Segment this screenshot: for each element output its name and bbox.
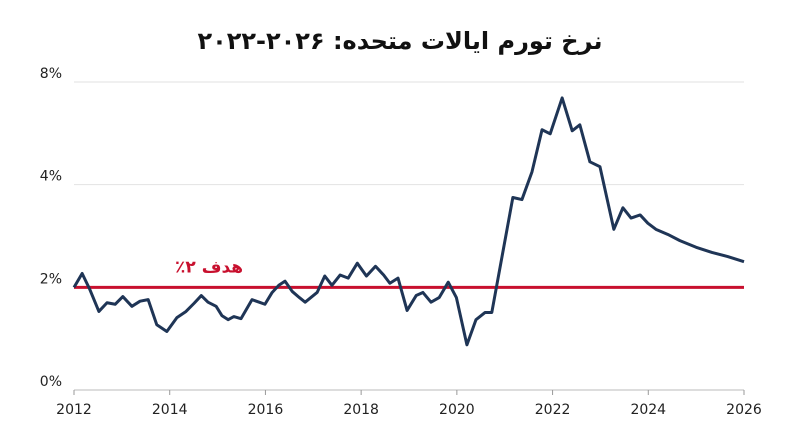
series-line <box>72 96 745 347</box>
target-label: هدف ۲٪ <box>175 257 243 277</box>
x-tick-label: 2020 <box>439 402 475 418</box>
x-tick-label: 2016 <box>248 402 284 418</box>
y-tick-label: 2% <box>40 271 62 287</box>
y-tick-label: 4% <box>40 169 62 185</box>
x-tick-label: 2024 <box>630 402 666 418</box>
chart-title: نرخ تورم ایالات متحده: ۲۰۲۶-۲۰۲۲ <box>197 27 602 55</box>
y-tick-label: 8% <box>40 66 62 82</box>
y-tick-label: 0% <box>40 374 62 390</box>
x-tick-label: 2022 <box>535 402 571 418</box>
x-tick-label: 2012 <box>56 402 92 418</box>
x-tick-label: 2026 <box>726 402 762 418</box>
x-tick-label: 2018 <box>343 402 379 418</box>
x-tick-label: 2014 <box>152 402 188 418</box>
